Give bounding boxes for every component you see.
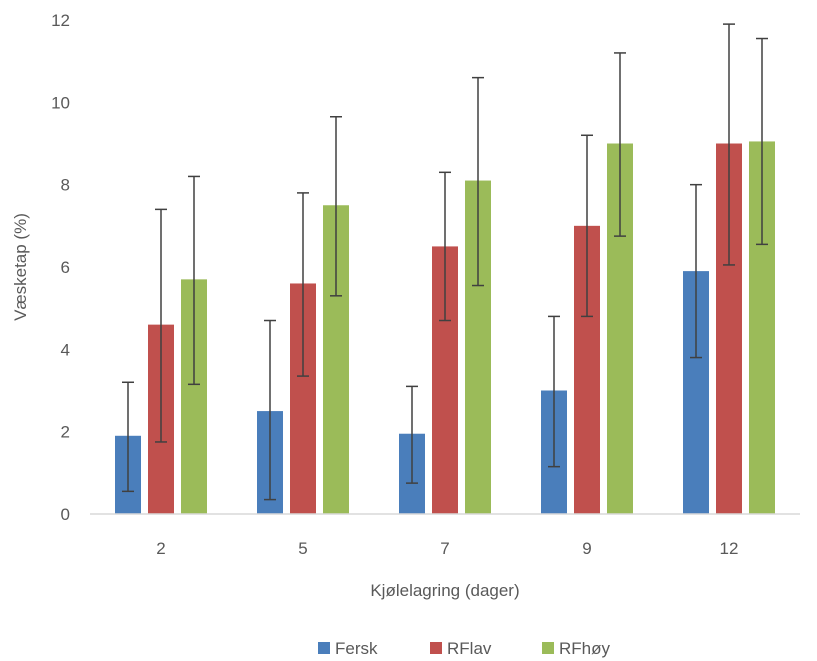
y-tick-label: 4 [61, 340, 70, 359]
error-bar-fersk-9 [548, 315, 560, 468]
x-axis-title: Kjølelagring (dager) [370, 581, 519, 600]
error-bar-rflav-2 [155, 208, 167, 443]
error-bar-fersk-7 [406, 385, 418, 484]
y-tick-label: 0 [61, 505, 70, 524]
error-bar-fersk-12 [690, 183, 702, 359]
error-bar-rfhøy-5 [330, 115, 342, 297]
error-bar-rfhøy-7 [472, 76, 484, 287]
legend-item-fersk: Fersk [318, 639, 378, 658]
y-tick-label: 6 [61, 258, 70, 277]
y-tick-label: 12 [51, 11, 70, 30]
y-axis-ticks: 0 2 4 6 8 10 12 [51, 11, 70, 524]
x-tick-label: 7 [440, 539, 449, 558]
legend-swatch [430, 642, 442, 654]
bars [115, 141, 775, 515]
y-tick-label: 2 [61, 423, 70, 442]
legend-swatch [318, 642, 330, 654]
error-bar-rfhøy-9 [614, 52, 626, 237]
error-bar-fersk-5 [264, 319, 276, 501]
y-tick-label: 10 [51, 93, 70, 112]
x-tick-label: 2 [156, 539, 165, 558]
y-tick-label: 8 [61, 176, 70, 195]
error-bar-rflav-12 [723, 23, 735, 266]
legend-item-rflav: RFlav [430, 639, 492, 658]
legend-label: Fersk [335, 639, 378, 658]
legend-label: RFhøy [559, 639, 611, 658]
y-axis-title: Væsketap (%) [11, 213, 30, 321]
error-bar-rflav-7 [439, 171, 451, 322]
legend-swatch [542, 642, 554, 654]
x-tick-label: 5 [298, 539, 307, 558]
legend: Fersk RFlav RFhøy [318, 639, 611, 658]
error-bar-rfhøy-2 [188, 175, 200, 386]
error-bar-rflav-9 [581, 134, 593, 318]
error-bar-rfhøy-12 [756, 37, 768, 246]
legend-item-rfhøy: RFhøy [542, 639, 611, 658]
error-bar-rflav-5 [297, 192, 309, 377]
legend-label: RFlav [447, 639, 492, 658]
error-bar-fersk-2 [122, 381, 134, 493]
x-tick-label: 12 [720, 539, 739, 558]
error-bars [122, 23, 768, 501]
x-tick-label: 9 [582, 539, 591, 558]
x-axis-ticks: 2 5 7 9 12 [156, 539, 738, 558]
